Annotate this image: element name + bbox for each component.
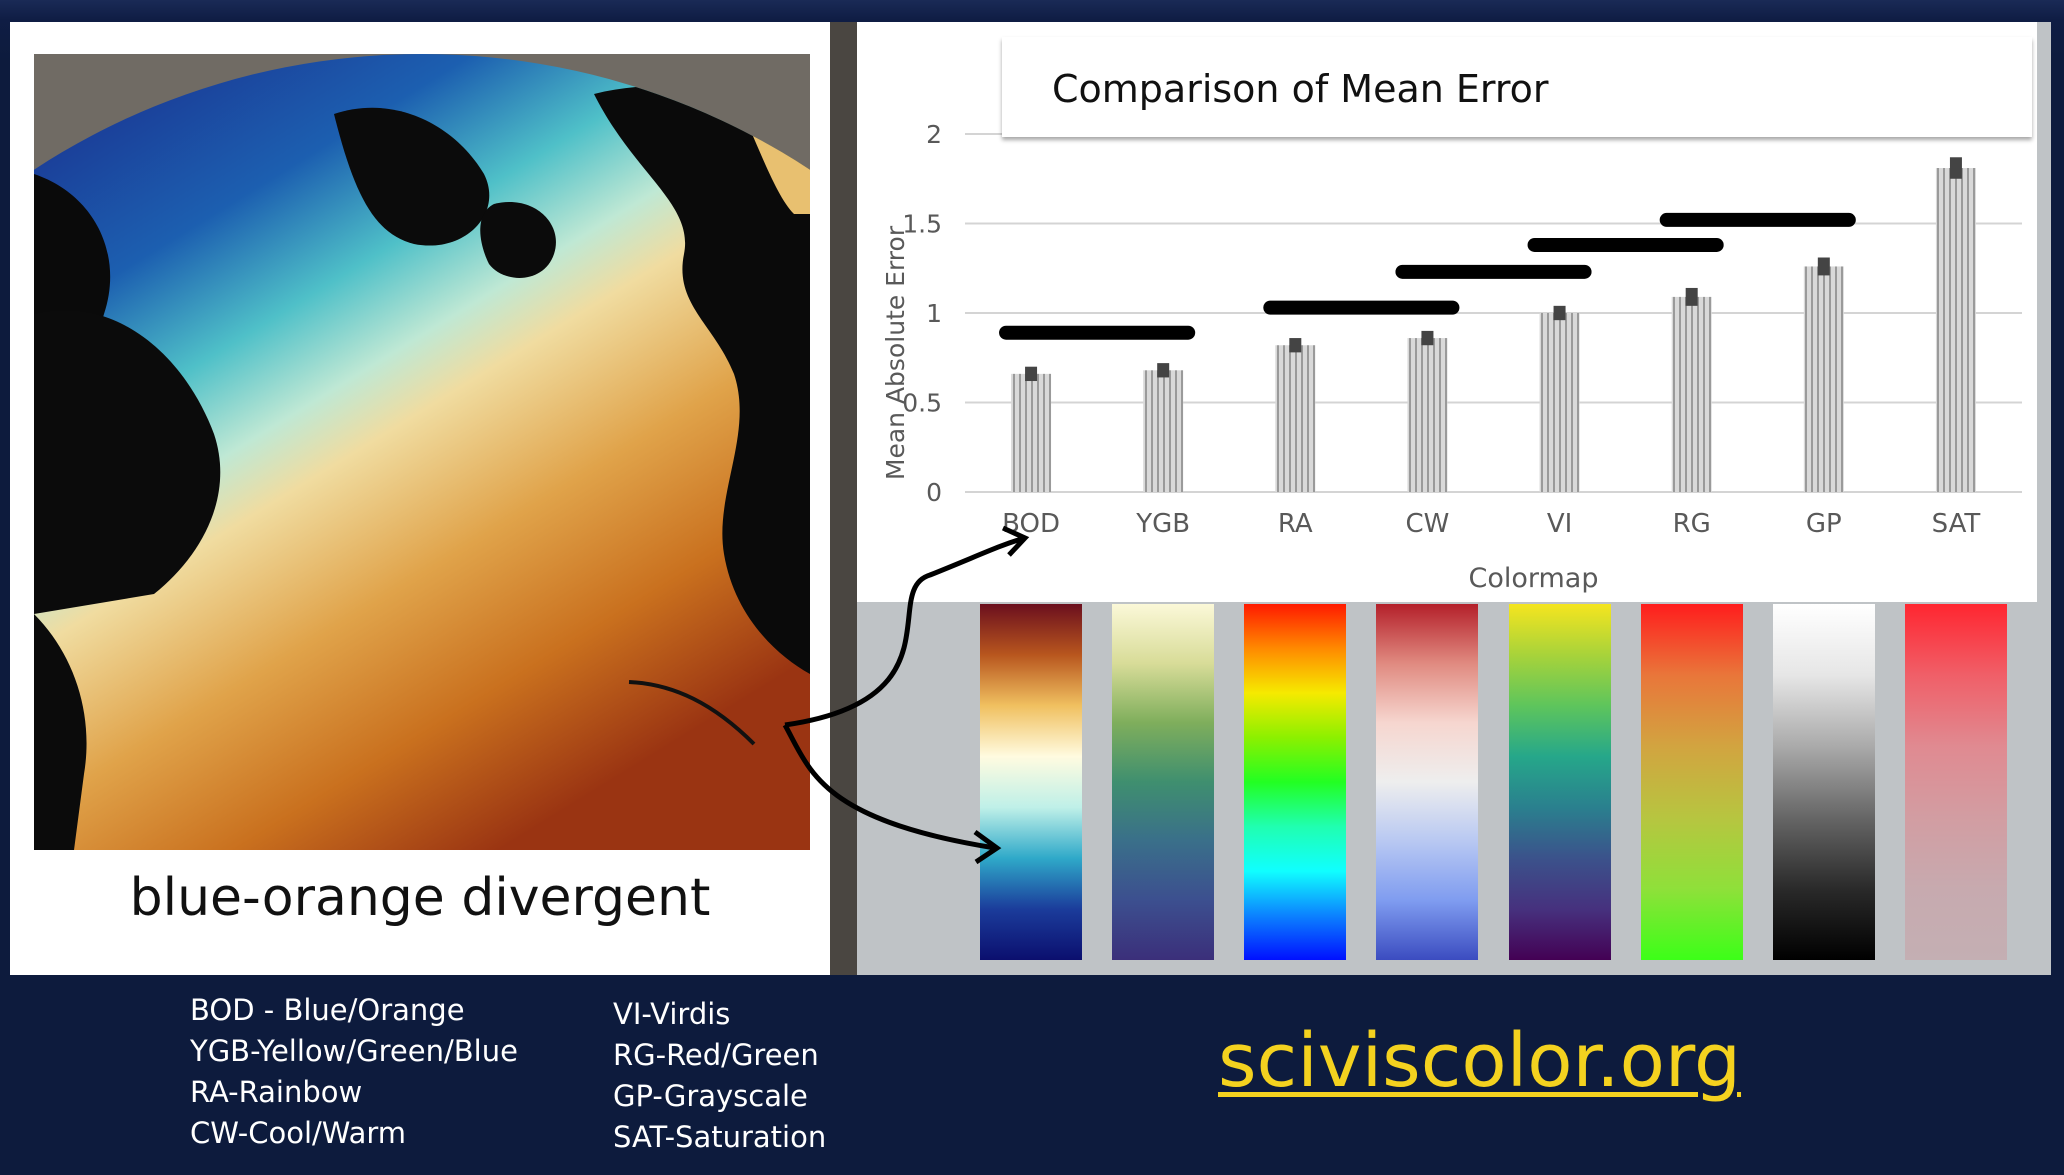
y-tick-label: 0.5 (902, 389, 942, 418)
y-tick-label: 1.5 (902, 210, 942, 239)
error-bar (1817, 257, 1830, 276)
y-tick-label: 1 (926, 299, 942, 328)
bar-ygb (1143, 370, 1184, 492)
error-bar (1157, 363, 1170, 378)
x-axis-label: Colormap (1468, 563, 1598, 594)
x-tick-label: VI (1547, 509, 1572, 539)
bar-vi (1539, 313, 1580, 492)
x-tick-label: GP (1806, 509, 1842, 539)
error-bar (1289, 338, 1302, 353)
ocean-map (34, 54, 810, 850)
error-bar (1949, 157, 1962, 179)
legend-item: YGB-Yellow/Green/Blue (190, 1034, 518, 1068)
site-link[interactable]: sciviscolor.org (1218, 1018, 1742, 1104)
bar-gp (1803, 266, 1844, 492)
ocean-visualization (34, 54, 810, 850)
chart-area: 0 0.5 1 1.5 2 BOD YGB RA CW VI RG GP SAT Colormap Mean… (857, 22, 2037, 602)
panel-divider (830, 22, 857, 975)
bar-bod (1011, 373, 1052, 492)
legend-item: CW-Cool/Warm (190, 1116, 407, 1150)
map-caption: blue-orange divergent (129, 868, 711, 928)
colormap-ra (1244, 604, 1347, 960)
chart-panel: 0 0.5 1 1.5 2 BOD YGB RA CW VI RG GP SAT Colormap Mean… (857, 22, 2051, 975)
colormap-gp (1772, 604, 1875, 960)
y-tick-label: 2 (926, 120, 942, 149)
legend-item: GP-Grayscale (613, 1079, 808, 1113)
y-axis-label: Mean Absolute Error (881, 225, 910, 480)
legend-item: SAT-Saturation (613, 1120, 827, 1154)
legend-item: RG-Red/Green (613, 1038, 819, 1072)
legend-item: VI-Virdis (613, 997, 731, 1031)
error-bar (1025, 366, 1038, 382)
bar-cw (1407, 338, 1448, 492)
chart-title: Comparison of Mean Error (1052, 67, 1549, 111)
colormap-vi (1508, 604, 1611, 960)
x-tick-label: YGB (1135, 509, 1190, 539)
x-tick-label: RG (1673, 509, 1711, 539)
y-tick-label: 0 (926, 478, 942, 507)
x-tick-label: BOD (1002, 509, 1060, 539)
bar-rg (1671, 296, 1712, 492)
legend-right: VI-Virdis RG-Red/Green GP-Grayscale SAT-… (613, 994, 826, 1158)
colormap-bod (980, 604, 1083, 960)
x-tick-label: SAT (1932, 509, 1981, 539)
legend-left: BOD - Blue/Orange YGB-Yellow/Green/Blue … (190, 990, 518, 1154)
chart-title-box: Comparison of Mean Error (1002, 37, 2032, 137)
colormap-ygb (1112, 604, 1215, 960)
error-bar (1553, 305, 1566, 321)
error-bar (1421, 330, 1434, 346)
legend-item: BOD - Blue/Orange (190, 993, 465, 1027)
error-bar (1685, 287, 1698, 306)
bar-chart: 0 0.5 1 1.5 2 BOD YGB RA CW VI RG GP SAT Colormap Mean… (881, 120, 2022, 594)
x-tick-label: RA (1278, 509, 1313, 539)
map-panel: blue-orange divergent (10, 22, 830, 975)
x-tick-label: CW (1406, 509, 1450, 539)
bar-sat (1935, 168, 1976, 492)
legend-item: RA-Rainbow (190, 1075, 363, 1109)
colormap-rg (1640, 604, 1743, 960)
colormap-sat (1904, 604, 2007, 960)
colormap-cw (1376, 604, 1479, 960)
bar-ra (1275, 345, 1316, 492)
